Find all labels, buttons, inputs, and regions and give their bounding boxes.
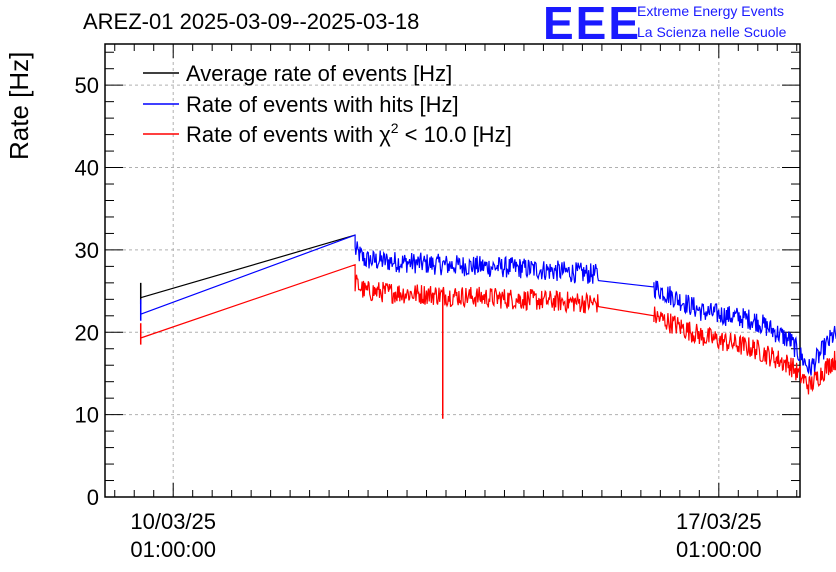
y-tick-label: 0: [87, 485, 99, 510]
y-tick-label: 10: [75, 403, 99, 428]
y-tick-label: 20: [75, 320, 99, 345]
y-tick-label: 40: [75, 156, 99, 181]
y-tick-label: 50: [75, 73, 99, 98]
x-tick-label: 01:00:00: [676, 537, 762, 562]
series-line-0: [140, 234, 356, 299]
logo-line-1: Extreme Energy Events: [637, 3, 785, 19]
logo-line-2: La Scienza nelle Scuole: [637, 24, 787, 40]
x-tick-label: 01:00:00: [130, 537, 216, 562]
x-tick-label: 10/03/25: [130, 509, 216, 534]
series-line-2: [140, 263, 836, 395]
legend-label-2: Rate of events with χ2 < 10.0 [Hz]: [186, 120, 512, 147]
legend-label-1: Rate of events with hits [Hz]: [186, 92, 459, 117]
series-line-1: [140, 234, 836, 376]
eee-logo: EEE: [543, 0, 642, 49]
chart-title: AREZ-01 2025-03-09--2025-03-18: [83, 9, 420, 34]
plot-frame: [104, 43, 801, 498]
legend-label-0: Average rate of events [Hz]: [186, 61, 452, 86]
y-tick-label: 30: [75, 238, 99, 263]
x-tick-label: 17/03/25: [676, 509, 762, 534]
